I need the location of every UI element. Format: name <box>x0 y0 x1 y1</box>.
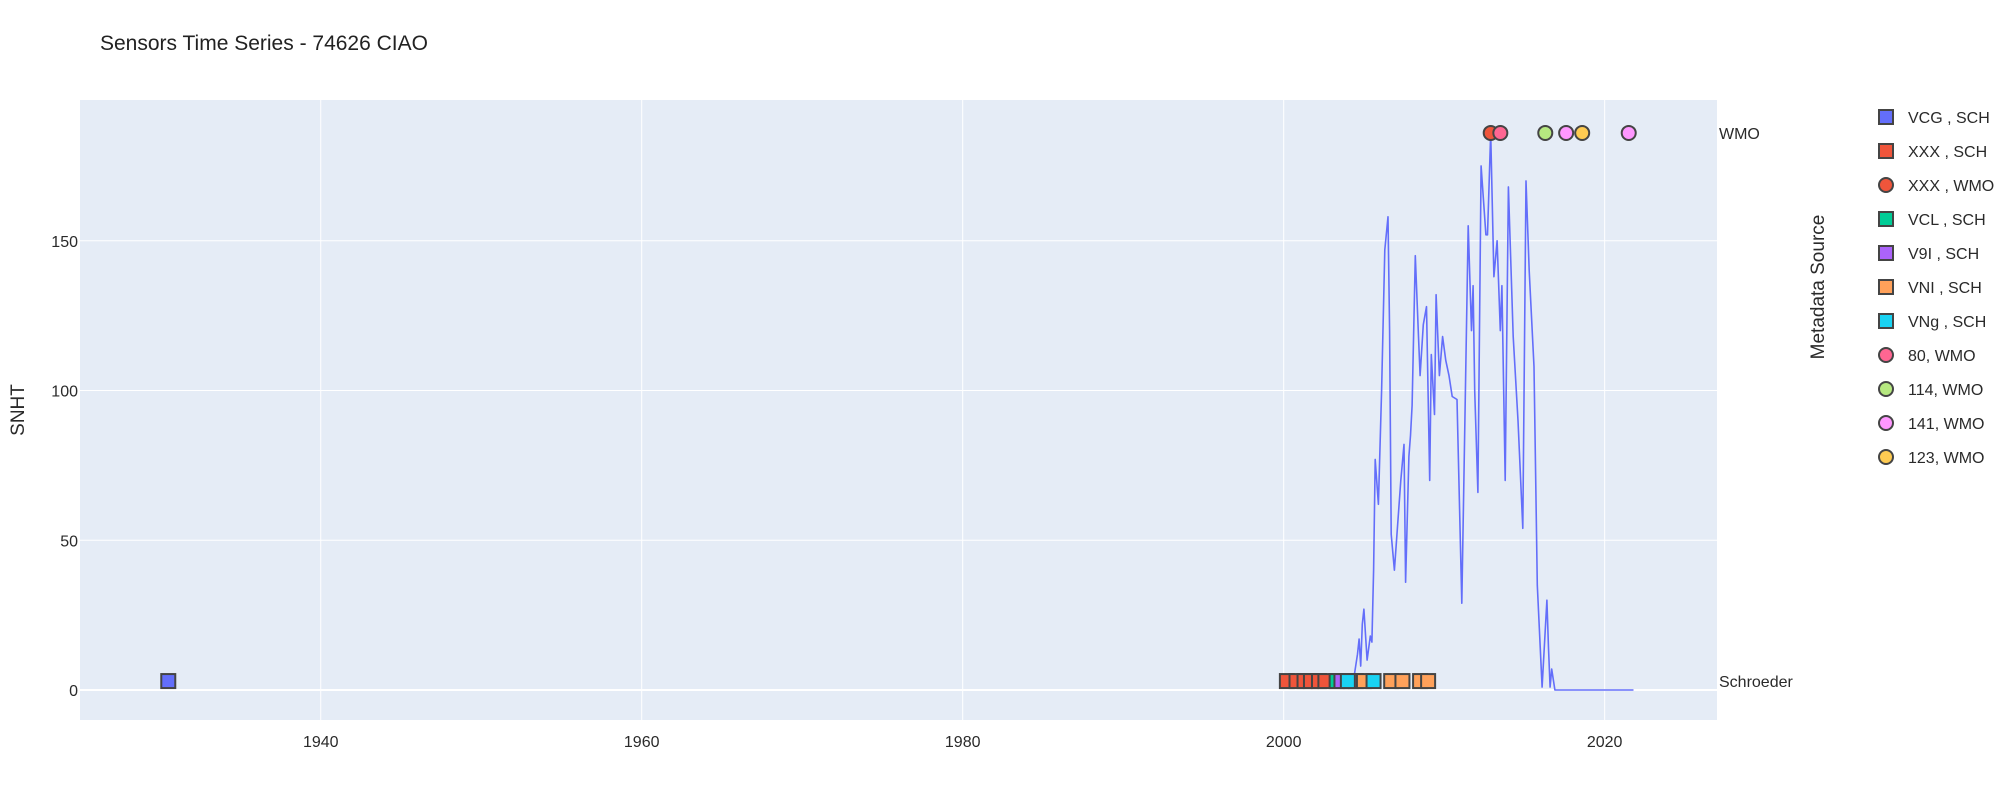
square-marker <box>1394 673 1411 690</box>
y-tick-label: 50 <box>60 533 78 550</box>
legend-circle-swatch <box>1878 347 1894 363</box>
legend-square-swatch <box>1878 245 1894 261</box>
legend-label: VNI , SCH <box>1908 280 1982 297</box>
row-label: Schroeder <box>1719 674 1793 691</box>
snht-line <box>1353 132 1634 691</box>
x-tick-label: 1940 <box>303 734 339 751</box>
legend-item[interactable]: VCL , SCH <box>1878 211 1986 229</box>
x-tick-label: 2020 <box>1587 734 1623 751</box>
metadata-markers <box>160 124 1637 690</box>
x-tick-label: 1960 <box>624 734 660 751</box>
legend-label: XXX , SCH <box>1908 144 1987 161</box>
square-marker <box>1365 673 1382 690</box>
circle-marker <box>1558 124 1575 141</box>
legend-item[interactable]: V9I , SCH <box>1878 245 1979 263</box>
legend-label: 114, WMO <box>1908 382 1983 399</box>
legend-item[interactable]: XXX , WMO <box>1878 177 1994 195</box>
chart-title: Sensors Time Series - 74626 CIAO <box>100 32 428 55</box>
legend-item[interactable]: 123, WMO <box>1878 449 1984 467</box>
legend-label: 123, WMO <box>1908 450 1984 467</box>
legend-title: Metadata Source <box>1808 215 1829 360</box>
plot-area <box>80 100 1717 720</box>
legend-circle-swatch <box>1878 415 1894 431</box>
legend-circle-swatch <box>1878 381 1894 397</box>
axes: 1940 1960 1980 2000 2020 0 50 100 150 WMO Schroede… <box>51 126 1793 751</box>
legend-label: 141, WMO <box>1908 416 1984 433</box>
circle-marker <box>1620 124 1637 141</box>
legend-circle-swatch <box>1878 177 1894 193</box>
y-axis-title: SNHT <box>8 384 29 436</box>
legend[interactable]: VCG , SCH XXX , SCH XXX , WMO VCL , SCH V9I … <box>1878 109 1994 467</box>
legend-item[interactable]: VCG , SCH <box>1878 109 1990 127</box>
square-marker <box>1339 673 1356 690</box>
y-tick-label: 100 <box>51 384 78 401</box>
x-tick-label: 1980 <box>945 734 981 751</box>
row-label: WMO <box>1719 126 1760 143</box>
legend-square-swatch <box>1878 279 1894 295</box>
square-marker <box>1420 673 1437 690</box>
legend-label: VNg , SCH <box>1908 314 1986 331</box>
legend-item[interactable]: 114, WMO <box>1878 381 1983 399</box>
legend-square-swatch <box>1878 211 1894 227</box>
legend-label: VCL , SCH <box>1908 212 1986 229</box>
legend-label: 80, WMO <box>1908 348 1976 365</box>
x-tick-label: 2000 <box>1266 734 1302 751</box>
legend-item[interactable]: VNI , SCH <box>1878 279 1982 297</box>
grid-lines <box>80 100 1717 720</box>
legend-square-swatch <box>1878 313 1894 329</box>
legend-item[interactable]: VNg , SCH <box>1878 313 1986 331</box>
legend-item[interactable]: 141, WMO <box>1878 415 1984 433</box>
y-tick-label: 0 <box>69 683 78 700</box>
legend-label: VCG , SCH <box>1908 110 1990 127</box>
legend-square-swatch <box>1878 143 1894 159</box>
legend-item[interactable]: 80, WMO <box>1878 347 1976 365</box>
snht-series <box>1353 132 1634 691</box>
square-marker <box>160 673 177 690</box>
circle-marker <box>1492 124 1509 141</box>
legend-circle-swatch <box>1878 449 1894 465</box>
y-tick-label: 150 <box>51 234 78 251</box>
legend-label: XXX , WMO <box>1908 178 1994 195</box>
legend-square-swatch <box>1878 109 1894 125</box>
legend-item[interactable]: XXX , SCH <box>1878 143 1987 161</box>
circle-marker <box>1537 124 1554 141</box>
legend-label: V9I , SCH <box>1908 246 1979 263</box>
circle-marker <box>1574 124 1591 141</box>
